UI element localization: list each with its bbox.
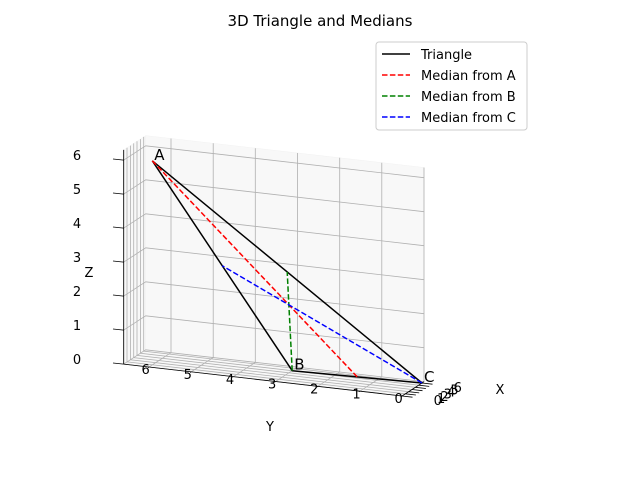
legend-frame xyxy=(375,41,528,131)
z-tick-label: 5 xyxy=(73,183,81,198)
x-axis-label: X xyxy=(496,383,505,398)
y-tick-label: 2 xyxy=(310,383,318,398)
y-tick-label: 5 xyxy=(184,368,192,383)
z-tick-mark xyxy=(112,192,124,195)
y-axis-label: Y xyxy=(265,420,274,435)
z-tick-mark xyxy=(112,328,124,331)
y-tick-mark xyxy=(358,390,361,393)
legend-entry: Median from B xyxy=(421,90,516,105)
series-line-1 xyxy=(151,160,358,378)
z-tick-label: 2 xyxy=(73,285,81,300)
y-tick-label: 0 xyxy=(395,392,403,407)
z-tick-label: 4 xyxy=(73,217,81,232)
legend-entry: Median from C xyxy=(421,111,516,126)
x-tick-mark xyxy=(415,386,426,389)
y-tick-label: 1 xyxy=(352,387,360,402)
z-grid-line xyxy=(123,213,425,247)
x-tick-mark xyxy=(401,395,413,398)
z-grid-line xyxy=(123,315,425,349)
y-tick-label: 4 xyxy=(226,373,234,388)
x-tick-label: 3 xyxy=(444,388,452,403)
x-tick-mark xyxy=(405,393,416,396)
x-tick-mark xyxy=(421,382,433,385)
y-axis-line xyxy=(123,363,403,397)
x-tick-label: 1 xyxy=(437,392,445,407)
y-tick-label: 6 xyxy=(142,363,150,378)
chart-title: 3D Triangle and Medians xyxy=(228,12,413,30)
y-tick-mark xyxy=(189,371,192,373)
z-tick-label: 3 xyxy=(73,251,81,266)
y-tick-mark xyxy=(147,366,150,369)
x-tick-label: 2 xyxy=(440,390,448,405)
series-line-0 xyxy=(151,160,423,384)
vertex-labels: A B C xyxy=(154,146,434,386)
x-tick-mark xyxy=(408,391,420,394)
z-tick-mark xyxy=(112,260,124,263)
x-tick-label: 6 xyxy=(454,381,462,396)
x-tick-label: 5 xyxy=(450,383,458,398)
z-tick-mark xyxy=(112,294,124,297)
z-tick-mark xyxy=(112,226,124,229)
x-tick-label: 0 xyxy=(434,394,442,409)
vertex-label: B xyxy=(294,356,304,374)
series-line-2 xyxy=(286,271,293,371)
z-tick-label: 0 xyxy=(73,353,81,368)
z-tick-label: 1 xyxy=(73,319,81,334)
z-grid-line xyxy=(123,281,425,315)
y-tick-mark xyxy=(232,376,234,378)
z-grid-line xyxy=(123,179,425,213)
vertex-label: C xyxy=(424,368,434,386)
z-axis-label: Z xyxy=(85,266,94,281)
vertex-label: A xyxy=(154,146,165,164)
legend-entry: Median from A xyxy=(421,69,516,84)
y-tick-mark xyxy=(316,385,318,388)
z-tick-label: 6 xyxy=(73,149,81,164)
y-tick-label: 3 xyxy=(268,378,276,393)
z-grid-line xyxy=(123,247,425,281)
y-tick-mark xyxy=(274,381,276,383)
series-line-3 xyxy=(221,265,423,384)
x-tick-mark xyxy=(418,384,430,387)
z-grid-line xyxy=(123,349,425,383)
x-tick-mark xyxy=(411,389,423,392)
y-tick-mark xyxy=(400,395,403,398)
legend: Triangle Median from A Median from B Median… xyxy=(375,41,528,131)
z-tick-mark xyxy=(112,158,124,161)
z-tick-mark xyxy=(112,362,124,365)
legend-entry: Triangle xyxy=(420,48,472,63)
x-tick-label: 4 xyxy=(447,385,455,400)
plot-series xyxy=(151,160,423,384)
z-grid-line xyxy=(123,145,425,179)
